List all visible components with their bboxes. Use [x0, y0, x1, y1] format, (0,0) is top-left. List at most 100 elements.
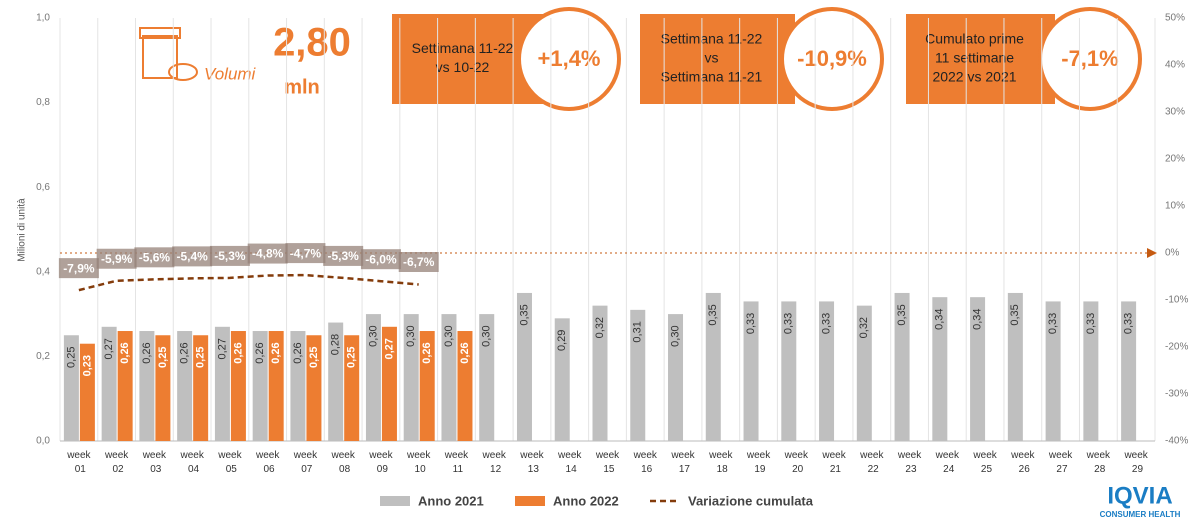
bar [668, 314, 684, 441]
info-value: -10,9% [797, 46, 867, 71]
info-text: Settimana 11-22 [412, 40, 514, 56]
info-value: +1,4% [538, 46, 601, 71]
bar-value-label: 0,28 [330, 334, 342, 355]
x-tick-label: week 20 [784, 450, 809, 475]
bar-value-label: 0,26 [119, 342, 131, 363]
line-label-bg [58, 258, 99, 279]
bar [193, 335, 209, 441]
zero-arrow [1147, 248, 1157, 258]
bar-value-label: 0,35 [707, 304, 719, 325]
bar [344, 335, 360, 441]
info-text: Cumulato prime [925, 31, 1024, 47]
y-tick-label: 0,4 [36, 266, 50, 277]
x-tick-label: week 14 [557, 450, 582, 475]
line-value-label: -6,7% [403, 255, 435, 269]
y2-tick-label: -30% [1165, 389, 1188, 400]
line-label-bg [323, 245, 364, 266]
x-tick-label: week 11 [444, 450, 469, 475]
line-label-bg [285, 243, 326, 264]
x-tick-label: week 04 [179, 450, 204, 475]
y-axis-label: Milioni di unità [17, 198, 28, 262]
x-tick-label: week 22 [859, 450, 884, 475]
legend-swatch [380, 496, 410, 506]
bar-value-label: 0,27 [383, 338, 395, 359]
bar [630, 309, 646, 441]
header: Volumi 2,80 mln [139, 21, 351, 98]
line-value-label: -5,6% [139, 250, 171, 264]
y-tick-label: 0,8 [36, 97, 50, 108]
info-text: 2022 vs 2021 [932, 69, 1016, 85]
x-tick-label: week 26 [1010, 450, 1035, 475]
icon [139, 27, 181, 39]
bar-value-label: 0,33 [820, 313, 832, 334]
legend-swatch [515, 496, 545, 506]
y2-tick-label: -40% [1165, 436, 1188, 447]
bar-value-label: 0,33 [1085, 313, 1097, 334]
y2-tick-label: -20% [1165, 342, 1188, 353]
y2-tick-label: 10% [1165, 201, 1185, 212]
bar [79, 343, 95, 441]
bar-value-label: 0,35 [1009, 304, 1021, 325]
line-label-bg [360, 249, 401, 270]
bar-value-label: 0,25 [346, 347, 358, 368]
legend-label: Anno 2021 [418, 493, 484, 508]
line-value-label: -6,0% [365, 252, 397, 266]
bar [419, 331, 435, 441]
bar-value-label: 0,33 [1123, 313, 1135, 334]
x-tick-label: week 10 [406, 450, 431, 475]
info-text: Settimana 11-21 [661, 69, 763, 85]
bar [1121, 301, 1137, 441]
bar [819, 301, 835, 441]
line-value-label: -5,9% [101, 252, 133, 266]
legend-label: Variazione cumulata [688, 493, 814, 508]
bar [894, 292, 910, 441]
y2-tick-label: 0% [1165, 248, 1180, 259]
info-text: vs 10-22 [436, 59, 490, 75]
x-tick-label: week 09 [368, 450, 393, 475]
line-value-label: -7,9% [63, 261, 95, 275]
bar [177, 331, 193, 441]
info-box [640, 14, 795, 104]
bar [117, 331, 133, 441]
bar-value-label: 0,30 [443, 325, 455, 346]
logo-sub: CONSUMER HEALTH [1100, 510, 1181, 519]
line-value-label: -5,3% [328, 249, 360, 263]
bar [457, 331, 473, 441]
info-circle [517, 7, 621, 111]
bar [970, 297, 986, 441]
x-tick-label: week 07 [293, 450, 318, 475]
line-value-label: -4,8% [252, 247, 284, 261]
x-tick-label: week 15 [595, 450, 620, 475]
bar [1007, 292, 1023, 441]
bar-value-label: 0,33 [745, 313, 757, 334]
bar [403, 314, 419, 441]
bar [479, 314, 495, 441]
bar-value-label: 0,26 [179, 342, 191, 363]
bar [139, 331, 155, 441]
bar [365, 314, 381, 441]
bar [932, 297, 948, 441]
bar [155, 335, 171, 441]
x-tick-label: week 25 [972, 450, 997, 475]
x-tick-label: week 13 [519, 450, 544, 475]
legend-label: Anno 2022 [553, 493, 619, 508]
metric-label: Volumi [204, 64, 257, 83]
line-value-label: -4,7% [290, 246, 322, 260]
bar-value-label: 0,33 [1047, 313, 1059, 334]
bar-value-label: 0,34 [934, 308, 946, 329]
info-text: vs [705, 50, 719, 66]
line [78, 273, 419, 292]
bar-value-label: 0,33 [783, 313, 795, 334]
bar-value-label: 0,31 [632, 321, 644, 342]
icon [142, 35, 178, 79]
bar [441, 314, 457, 441]
bar [306, 335, 322, 441]
bar-value-label: 0,30 [405, 325, 417, 346]
y2-tick-label: 20% [1165, 154, 1185, 165]
bar [743, 301, 759, 441]
bar [268, 331, 284, 441]
y-tick-label: 1,0 [36, 13, 50, 24]
bar [101, 326, 117, 441]
bar [230, 331, 246, 441]
